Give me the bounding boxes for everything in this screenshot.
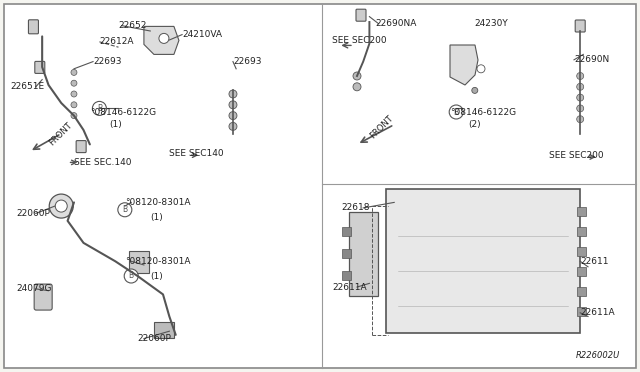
Text: FRONT: FRONT <box>47 121 74 148</box>
Polygon shape <box>144 26 179 54</box>
FancyBboxPatch shape <box>129 251 148 273</box>
Circle shape <box>229 122 237 131</box>
Circle shape <box>229 101 237 109</box>
Circle shape <box>449 105 463 119</box>
Circle shape <box>577 105 584 112</box>
Text: °08146-6122G: °08146-6122G <box>450 108 516 116</box>
Text: 22652: 22652 <box>118 21 147 30</box>
FancyBboxPatch shape <box>575 20 585 32</box>
Circle shape <box>577 116 584 123</box>
Circle shape <box>477 65 485 73</box>
FancyBboxPatch shape <box>577 307 586 316</box>
Text: SEE SEC200: SEE SEC200 <box>549 151 604 160</box>
FancyBboxPatch shape <box>342 227 351 236</box>
Text: 24210VA: 24210VA <box>182 30 222 39</box>
Text: (2): (2) <box>468 120 481 129</box>
Text: B: B <box>97 104 102 113</box>
FancyBboxPatch shape <box>386 189 580 333</box>
Circle shape <box>71 102 77 108</box>
FancyBboxPatch shape <box>577 227 586 236</box>
Text: 22618: 22618 <box>342 203 370 212</box>
Text: R226002U: R226002U <box>576 351 620 360</box>
Circle shape <box>472 87 478 93</box>
Text: 22611A: 22611A <box>580 308 615 317</box>
FancyBboxPatch shape <box>28 20 38 34</box>
Text: 22060P: 22060P <box>17 209 51 218</box>
Text: 22693: 22693 <box>93 57 122 66</box>
Text: SEE SEC140: SEE SEC140 <box>170 149 224 158</box>
FancyBboxPatch shape <box>154 322 174 338</box>
Circle shape <box>71 113 77 119</box>
Text: 22611: 22611 <box>580 257 609 266</box>
Text: 22611A: 22611A <box>332 283 367 292</box>
Circle shape <box>229 90 237 98</box>
Text: 22690NA: 22690NA <box>376 19 417 28</box>
Circle shape <box>577 94 584 101</box>
Text: B: B <box>122 205 127 214</box>
FancyBboxPatch shape <box>577 207 586 216</box>
Text: FRONT: FRONT <box>368 114 395 140</box>
Circle shape <box>49 194 73 218</box>
Circle shape <box>71 91 77 97</box>
Circle shape <box>577 73 584 80</box>
FancyBboxPatch shape <box>76 141 86 153</box>
Text: B: B <box>129 272 134 280</box>
FancyBboxPatch shape <box>349 212 378 296</box>
Text: SEE SEC.140: SEE SEC.140 <box>74 158 131 167</box>
Text: °08120-8301A: °08120-8301A <box>125 198 190 207</box>
Text: °08146-6122G: °08146-6122G <box>90 108 156 116</box>
FancyBboxPatch shape <box>577 287 586 296</box>
FancyBboxPatch shape <box>35 61 45 73</box>
Text: (1): (1) <box>109 120 122 129</box>
Polygon shape <box>450 45 478 85</box>
Circle shape <box>118 203 132 217</box>
Text: (1): (1) <box>150 213 163 222</box>
Circle shape <box>353 83 361 91</box>
FancyBboxPatch shape <box>577 247 586 256</box>
Text: SEE SEC200: SEE SEC200 <box>332 35 387 45</box>
Text: 24230Y: 24230Y <box>475 19 509 28</box>
Text: (1): (1) <box>150 272 163 280</box>
Text: 22690N: 22690N <box>574 55 609 64</box>
FancyBboxPatch shape <box>34 284 52 310</box>
Text: 24079G: 24079G <box>17 284 52 294</box>
Text: 22060P: 22060P <box>138 334 172 343</box>
Circle shape <box>159 33 169 44</box>
Circle shape <box>71 80 77 86</box>
Circle shape <box>71 70 77 76</box>
Circle shape <box>124 269 138 283</box>
Text: 22651E: 22651E <box>10 82 45 91</box>
FancyBboxPatch shape <box>577 267 586 276</box>
Circle shape <box>55 200 67 212</box>
FancyBboxPatch shape <box>342 271 351 280</box>
Circle shape <box>577 83 584 90</box>
Text: 22612A: 22612A <box>99 37 134 46</box>
FancyBboxPatch shape <box>356 9 366 21</box>
FancyBboxPatch shape <box>342 249 351 258</box>
Text: B: B <box>454 108 459 116</box>
Circle shape <box>229 112 237 120</box>
Circle shape <box>92 102 106 115</box>
Text: °08120-8301A: °08120-8301A <box>125 257 190 266</box>
Text: 22693: 22693 <box>233 57 262 66</box>
Circle shape <box>353 72 361 80</box>
